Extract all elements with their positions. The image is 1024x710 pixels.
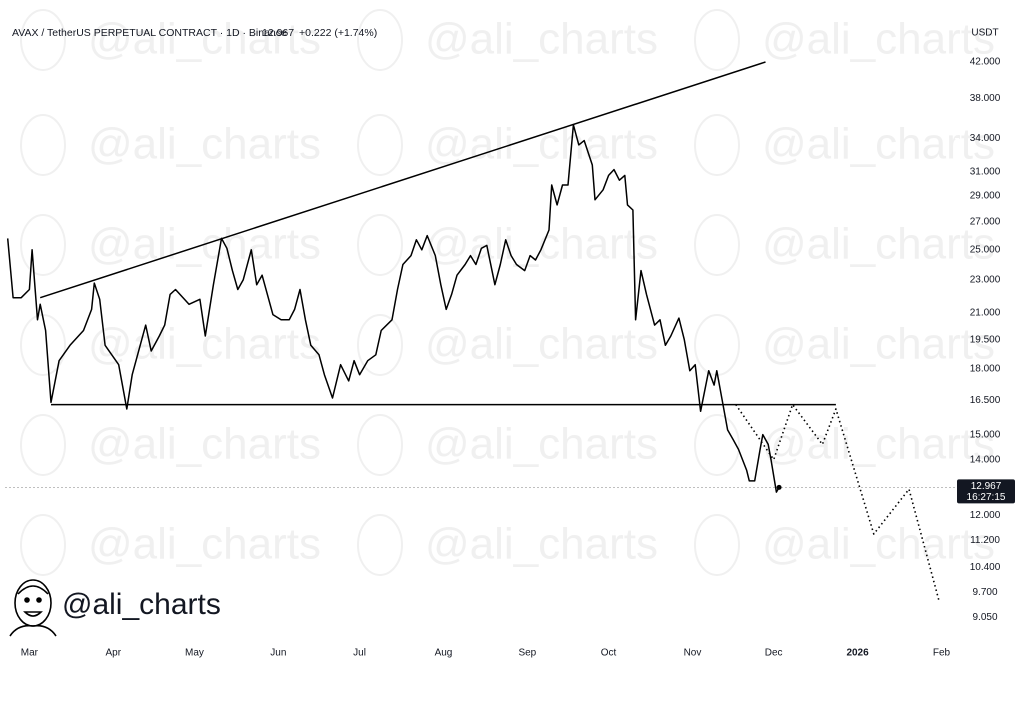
watermark: @ali_charts	[762, 15, 995, 64]
brand: @ali_charts	[62, 588, 221, 621]
y-tick-label: 14.000	[970, 454, 1001, 465]
watermarks: @ali_charts @ali_charts @ali_charts @ali_ch…	[20, 9, 995, 576]
x-tick-label: Apr	[105, 648, 121, 659]
y-tick-label: 42.000	[970, 57, 1001, 68]
x-tick-label: Mar	[21, 648, 39, 659]
x-tick-label: Feb	[933, 648, 951, 659]
countdown: 16:27:15	[967, 492, 1006, 503]
price-line	[39, 61, 766, 299]
y-tick-label: 23.000	[970, 275, 1001, 286]
watermark-face	[20, 514, 66, 576]
x-tick-label: Jun	[270, 648, 286, 659]
y-tick-label: 27.000	[970, 217, 1001, 228]
watermark-face	[694, 9, 740, 71]
x-tick-label: Jul	[353, 648, 366, 659]
watermark-face	[694, 414, 740, 476]
watermark: @ali_charts	[762, 320, 995, 369]
y-axis-unit: USDT	[971, 28, 998, 39]
logo-head	[14, 579, 52, 627]
x-tick-label: Aug	[435, 648, 453, 659]
y-tick-label: 34.000	[970, 133, 1001, 144]
logo-hair	[17, 585, 49, 595]
watermark-face	[694, 114, 740, 176]
x-tick-label: 2026	[846, 648, 869, 659]
watermark: @ali_charts	[88, 15, 321, 64]
y-tick-label: 31.000	[970, 167, 1001, 178]
y-tick-label: 29.000	[970, 191, 1001, 202]
watermark: @ali_charts	[88, 420, 321, 469]
x-tick-label: Dec	[765, 648, 783, 659]
projection-line	[735, 403, 940, 601]
y-tick-label: 19.500	[970, 334, 1001, 345]
last-price-box	[957, 479, 1015, 504]
watermark-face	[20, 214, 66, 276]
y-tick-label: 38.000	[970, 93, 1001, 104]
watermark: @ali_charts	[425, 320, 658, 369]
watermark: @ali_charts	[425, 220, 658, 269]
watermark: @ali_charts	[425, 520, 658, 569]
y-tick-label: 25.000	[970, 244, 1001, 255]
watermark-face	[20, 414, 66, 476]
y-tick-label: 9.700	[972, 587, 997, 598]
logo	[9, 579, 57, 637]
logo-smile	[23, 611, 43, 617]
last-point	[776, 484, 782, 490]
logo-eye	[24, 597, 30, 603]
price-line	[6, 124, 780, 493]
watermark-face	[694, 314, 740, 376]
watermark: @ali_charts	[762, 520, 995, 569]
y-tick-label: 11.200	[970, 535, 1000, 546]
watermark: @ali_charts	[762, 420, 995, 469]
watermark-face	[357, 314, 403, 376]
x-tick-label: Sep	[518, 648, 536, 659]
watermark-face	[20, 9, 66, 71]
y-tick-label: 16.500	[970, 395, 1001, 406]
watermark-face	[357, 9, 403, 71]
watermark: @ali_charts	[762, 120, 995, 169]
watermark-face	[357, 214, 403, 276]
y-tick-label: 9.050	[972, 612, 997, 623]
header-symbol: AVAX / TetherUS PERPETUAL CONTRACT · 1D …	[12, 27, 287, 39]
header-price: 12.967	[262, 27, 294, 39]
y-tick-label: 12.000	[970, 510, 1001, 521]
watermark: @ali_charts	[762, 220, 995, 269]
watermark-face	[357, 414, 403, 476]
y-tick-label: 18.000	[970, 363, 1001, 374]
watermark: @ali_charts	[425, 15, 658, 64]
watermark-face	[20, 114, 66, 176]
header-change: +0.222 (+1.74%)	[299, 27, 377, 39]
watermark-face	[694, 514, 740, 576]
x-tick-label: Nov	[684, 648, 702, 659]
logo-eye	[36, 597, 42, 603]
logo-shoulders	[9, 624, 57, 637]
y-tick-label: 15.000	[970, 429, 1001, 440]
watermark-face	[357, 114, 403, 176]
watermark: @ali_charts	[88, 120, 321, 169]
y-tick-label: 10.400	[970, 562, 1001, 573]
x-tick-label: Oct	[601, 648, 617, 659]
y-tick-label: 21.000	[970, 308, 1001, 319]
watermark: @ali_charts	[88, 520, 321, 569]
watermark-face	[357, 514, 403, 576]
x-tick-label: May	[185, 648, 204, 659]
last-price-label: 12.967	[971, 481, 1002, 492]
watermark-face	[694, 214, 740, 276]
watermark: @ali_charts	[425, 420, 658, 469]
